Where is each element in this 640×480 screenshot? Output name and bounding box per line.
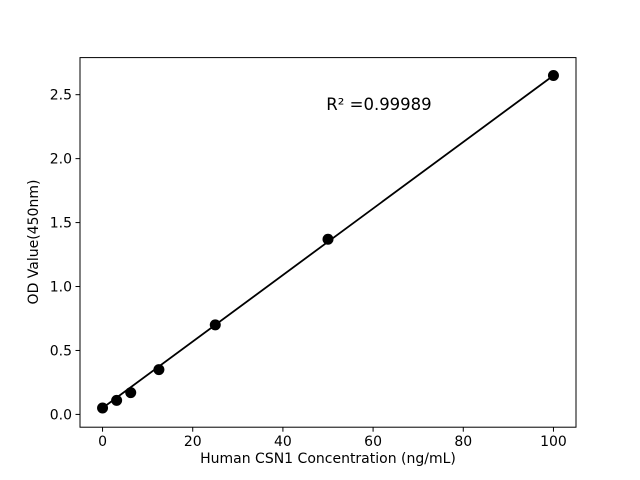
y-axis-label: OD Value(450nm) (26, 179, 42, 305)
y-tick-label: 2.5 (50, 88, 72, 104)
x-axis-label: Human CSN1 Concentration (ng/mL) (200, 451, 456, 467)
x-tick-label: 60 (364, 434, 382, 450)
y-tick-label: 0.0 (50, 407, 72, 423)
x-tick-label: 80 (454, 434, 472, 450)
data-point (111, 394, 123, 406)
data-point (125, 387, 137, 399)
y-tick-label: 1.0 (50, 280, 72, 296)
x-tick-label: 100 (540, 434, 567, 450)
y-tick-label: 0.5 (50, 343, 72, 359)
data-point (153, 364, 165, 376)
data-point (209, 319, 221, 331)
data-point (322, 233, 334, 245)
data-point (547, 70, 559, 82)
y-tick-label: 2.0 (50, 152, 72, 168)
x-tick-label: 40 (274, 434, 292, 450)
x-tick-label: 20 (184, 434, 202, 450)
r-squared-annotation: R² =0.99989 (326, 95, 432, 114)
plot-frame (79, 57, 577, 428)
y-tick-label: 1.5 (50, 216, 72, 232)
x-tick-label: 0 (98, 434, 107, 450)
data-point (97, 402, 109, 414)
